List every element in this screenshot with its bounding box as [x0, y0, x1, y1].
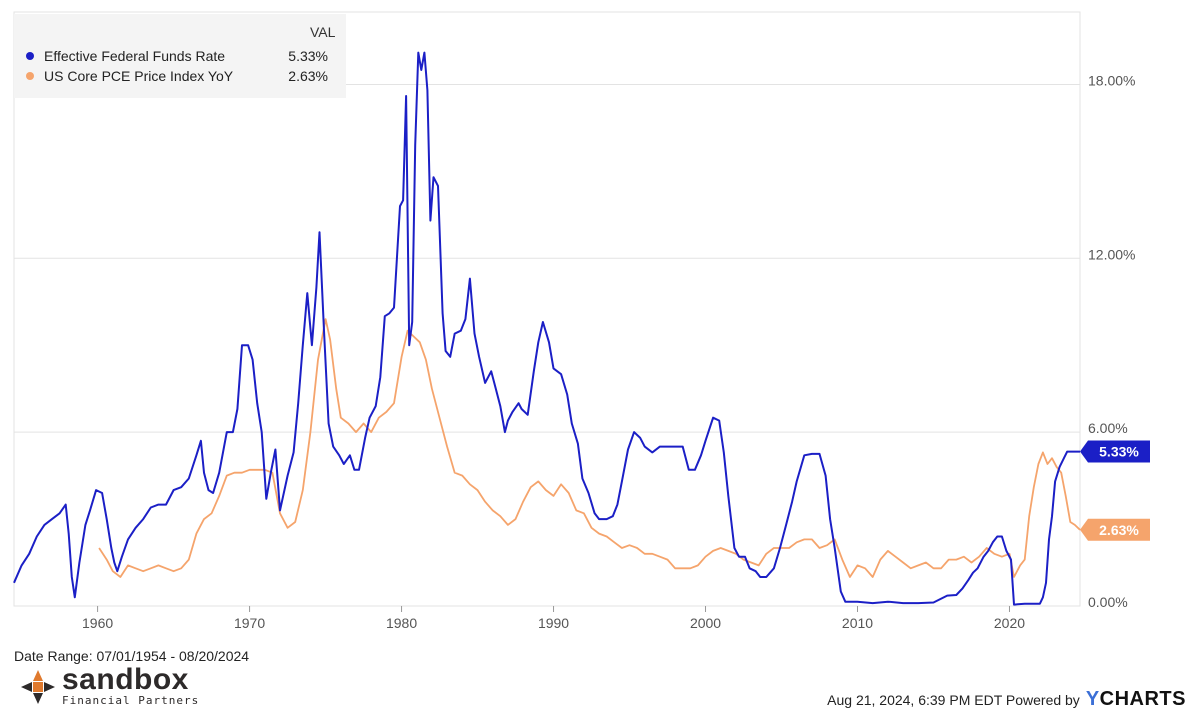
- x-tick-label: 1960: [82, 615, 113, 631]
- series-lines: [13, 51, 1081, 606]
- x-tick-label: 1990: [538, 615, 569, 631]
- sandbox-logo: sandbox Financial Partners: [20, 663, 200, 707]
- legend-dot-icon: [26, 52, 34, 60]
- legend-value: 2.63%: [288, 68, 328, 84]
- ycharts-logo-y: Y: [1085, 688, 1100, 710]
- x-axis-ticks: 1960 1970 1980 1990 2000 2010 2020: [82, 606, 1025, 631]
- y-tick-label: 6.00%: [1088, 420, 1128, 436]
- core-pce-line[interactable]: [98, 318, 1081, 578]
- legend-dot-icon: [26, 72, 34, 80]
- x-tick-label: 2020: [994, 615, 1025, 631]
- x-tick-label: 2010: [842, 615, 873, 631]
- last-value-badges: 5.33% 2.63%: [1080, 440, 1150, 541]
- compass-icon: [21, 669, 55, 704]
- legend-item-core-pce[interactable]: US Core PCE Price Index YoY 2.63%: [26, 68, 328, 84]
- fed-funds-value-badge: [1080, 440, 1150, 463]
- y-tick-label: 0.00%: [1088, 594, 1128, 610]
- y-axis-ticks: 0.00% 6.00% 12.00% 18.00%: [1088, 72, 1135, 610]
- legend-header: VAL: [310, 24, 336, 40]
- legend-label: US Core PCE Price Index YoY: [44, 68, 234, 84]
- plot-frame: [13, 11, 1081, 607]
- legend: VAL Effective Federal Funds Rate 5.33% U…: [14, 14, 346, 98]
- timestamp: Aug 21, 2024, 6:39 PM EDT Powered by: [827, 691, 1080, 708]
- legend-value: 5.33%: [288, 48, 328, 64]
- logo-name: sandbox: [62, 663, 189, 696]
- ycharts-logo[interactable]: YCHARTS: [1086, 688, 1186, 711]
- date-range: Date Range: 07/01/1954 - 08/20/2024: [14, 648, 250, 664]
- fed-funds-line[interactable]: [13, 51, 1080, 606]
- y-tick-label: 18.00%: [1088, 72, 1135, 88]
- value-badge-label: 5.33%: [1099, 444, 1139, 460]
- ycharts-logo-rest: CHARTS: [1099, 688, 1186, 710]
- grid-lines: [13, 11, 1081, 607]
- x-tick-label: 1970: [234, 615, 265, 631]
- core-pce-value-badge: [1080, 518, 1150, 541]
- footer-credit: Aug 21, 2024, 6:39 PM EDT Powered by YCH…: [827, 688, 1186, 711]
- x-tick-label: 2000: [690, 615, 721, 631]
- logo-tagline: Financial Partners: [62, 694, 200, 707]
- y-tick-label: 12.00%: [1088, 246, 1135, 262]
- legend-label: Effective Federal Funds Rate: [44, 48, 226, 64]
- x-tick-label: 1980: [386, 615, 417, 631]
- value-badge-label: 2.63%: [1099, 522, 1139, 538]
- legend-item-fed-funds[interactable]: Effective Federal Funds Rate 5.33%: [26, 48, 328, 64]
